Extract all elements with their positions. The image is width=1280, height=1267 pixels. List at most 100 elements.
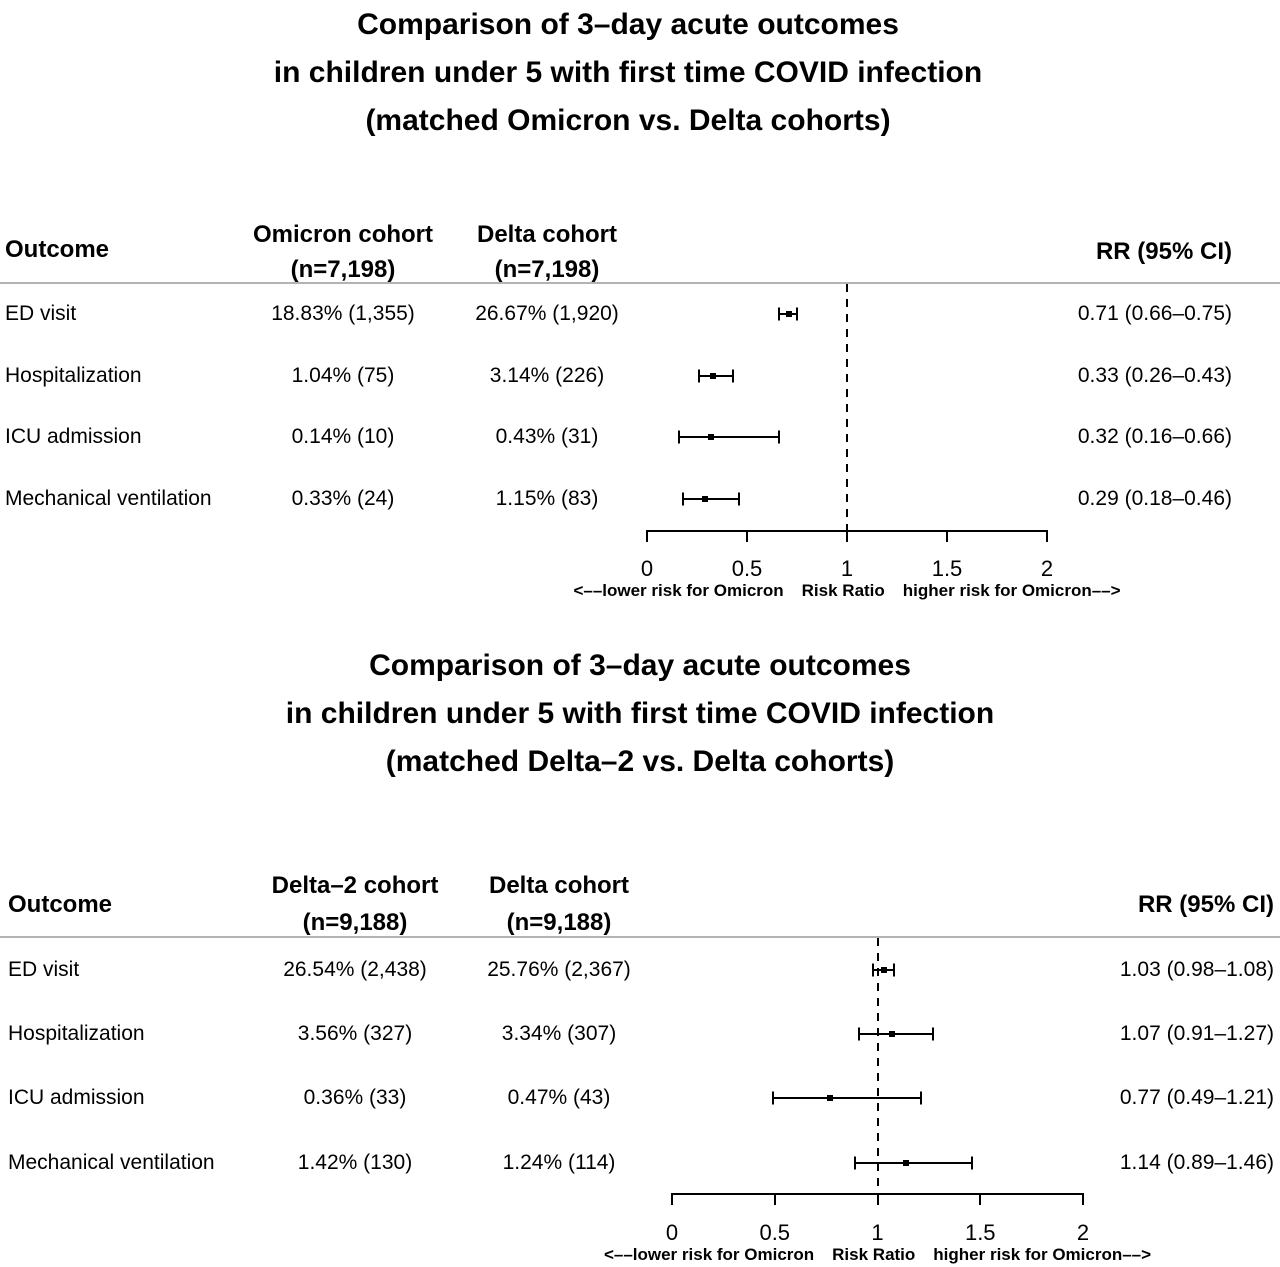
ci-cap-low — [778, 307, 780, 321]
ci-line — [859, 1033, 933, 1035]
point-estimate-marker — [710, 373, 716, 379]
outcome-column-header: Outcome — [8, 891, 113, 918]
axis-direction-labels: <––lower risk for Omicron Risk Ratio hig… — [573, 581, 1120, 601]
ci-cap-low — [698, 369, 700, 383]
x-axis-tick — [1046, 530, 1048, 542]
point-estimate-marker — [786, 311, 792, 317]
point-estimate-marker — [827, 1095, 834, 1101]
title-line: Comparison of 3–day acute outcomes — [357, 8, 899, 41]
x-axis-tick — [746, 530, 748, 542]
point-estimate-marker — [880, 967, 887, 973]
ci-cap-high — [778, 430, 780, 444]
outcome-cell: ED visit — [8, 958, 80, 981]
rr-value-cell: 0.77 (0.49–1.21) — [1119, 1086, 1274, 1109]
cohort1-value-cell: 18.83% (1,355) — [271, 302, 415, 325]
cohort1-header-name: Omicron cohort — [252, 220, 434, 248]
x-axis-tick-label: 1.5 — [964, 1220, 996, 1245]
x-axis-tick-label: 2 — [1076, 1220, 1090, 1245]
ci-cap-high — [919, 1091, 922, 1105]
x-axis-tick-label: 1.5 — [931, 556, 963, 581]
x-axis-tick — [846, 530, 848, 542]
x-axis-tick — [646, 530, 648, 542]
ci-cap-low — [771, 1091, 774, 1105]
ci-cap-high — [738, 492, 740, 506]
rr-value-cell: 1.03 (0.98–1.08) — [1119, 958, 1274, 981]
outcome-column-header: Outcome — [5, 236, 110, 263]
cohort1-value-cell: 3.56% (327) — [297, 1022, 413, 1045]
cohort1-header-name: Delta–2 cohort — [271, 871, 439, 899]
x-axis-tick — [979, 1193, 982, 1205]
cohort2-column-header: Delta cohort (n=7,198) — [477, 217, 617, 287]
title-line: (matched Delta–2 vs. Delta cohorts) — [385, 745, 895, 778]
ci-cap-low — [853, 1156, 856, 1170]
ci-line — [772, 1097, 921, 1099]
ci-line — [683, 498, 739, 500]
cohort2-value-cell: 0.43% (31) — [495, 425, 599, 448]
point-estimate-marker — [888, 1031, 895, 1037]
risk-ratio-label: Risk Ratio — [801, 581, 885, 600]
outcome-cell: ED visit — [5, 302, 77, 325]
outcome-cell: ICU admission — [5, 425, 142, 448]
chart-title: Comparison of 3–day acute outcomes in ch… — [24, 642, 1256, 786]
risk-ratio-label: Risk Ratio — [832, 1245, 916, 1264]
rr-column-header: RR (95% CI) — [1137, 891, 1274, 918]
outcome-cell: ICU admission — [8, 1086, 145, 1109]
axis-direction-labels: <––lower risk for Omicron Risk Ratio hig… — [604, 1245, 1151, 1265]
x-axis-tick-label: 2 — [1040, 556, 1054, 581]
cohort1-header-n: (n=9,188) — [302, 908, 408, 936]
point-estimate-marker — [903, 1160, 910, 1166]
x-axis-tick — [1082, 1193, 1084, 1205]
ci-cap-low — [858, 1027, 860, 1041]
cohort1-value-cell: 0.14% (10) — [291, 425, 395, 448]
cohort1-column-header: Delta–2 cohort (n=9,188) — [272, 867, 439, 941]
ci-line — [679, 436, 779, 438]
outcome-cell: Hospitalization — [5, 364, 142, 387]
cohort1-column-header: Omicron cohort (n=7,198) — [253, 217, 433, 287]
point-estimate-marker — [702, 496, 708, 502]
title-line: (matched Omicron vs. Delta cohorts) — [365, 104, 891, 137]
x-axis-tick — [773, 1193, 776, 1205]
ci-cap-high — [931, 1027, 934, 1041]
cohort2-value-cell: 0.47% (43) — [507, 1086, 611, 1109]
cohort1-value-cell: 1.04% (75) — [291, 364, 395, 387]
ci-line — [854, 1162, 973, 1164]
ci-cap-low — [872, 963, 875, 977]
cohort2-header-n: (n=7,198) — [494, 255, 600, 283]
cohort1-value-cell: 0.33% (24) — [291, 487, 395, 510]
cohort1-value-cell: 26.54% (2,438) — [283, 958, 427, 981]
rr-value-cell: 0.29 (0.18–0.46) — [1077, 487, 1232, 510]
outcome-cell: Mechanical ventilation — [8, 1151, 215, 1174]
lower-risk-label: <––lower risk for Omicron — [603, 1245, 815, 1264]
cohort1-value-cell: 1.42% (130) — [297, 1151, 413, 1174]
rr-value-cell: 1.07 (0.91–1.27) — [1119, 1022, 1274, 1045]
x-axis-tick-label: 1 — [871, 1220, 884, 1245]
cohort2-column-header: Delta cohort (n=9,188) — [489, 867, 629, 941]
ci-cap-high — [732, 369, 734, 383]
ci-line — [699, 375, 733, 377]
rr-column-header: RR (95% CI) — [1095, 238, 1232, 265]
higher-risk-label: higher risk for Omicron––> — [933, 1245, 1152, 1264]
cohort2-value-cell: 3.14% (226) — [489, 364, 605, 387]
reference-line-rr-1 — [876, 938, 879, 1193]
ci-cap-low — [678, 430, 680, 444]
cohort2-value-cell: 1.15% (83) — [495, 487, 599, 510]
x-axis-tick-label: 0 — [665, 1220, 679, 1245]
x-axis-tick-label: 1 — [840, 556, 854, 581]
x-axis-tick — [671, 1193, 673, 1205]
x-axis-tick-label: 0.5 — [731, 556, 763, 581]
x-axis-tick — [876, 1193, 879, 1205]
higher-risk-label: higher risk for Omicron––> — [902, 581, 1121, 600]
outcome-cell: Mechanical ventilation — [5, 487, 212, 510]
title-line: in children under 5 with first time COVI… — [273, 56, 983, 89]
cohort2-header-n: (n=9,188) — [506, 908, 612, 936]
cohort1-header-n: (n=7,198) — [290, 255, 396, 283]
rr-value-cell: 0.32 (0.16–0.66) — [1077, 425, 1232, 448]
cohort2-value-cell: 26.67% (1,920) — [475, 302, 619, 325]
header-divider — [0, 282, 1280, 284]
ci-cap-low — [682, 492, 684, 506]
point-estimate-marker — [708, 434, 714, 440]
outcome-cell: Hospitalization — [8, 1022, 145, 1045]
cohort2-header-name: Delta cohort — [476, 220, 618, 248]
lower-risk-label: <––lower risk for Omicron — [573, 581, 784, 600]
cohort2-header-name: Delta cohort — [488, 871, 630, 899]
